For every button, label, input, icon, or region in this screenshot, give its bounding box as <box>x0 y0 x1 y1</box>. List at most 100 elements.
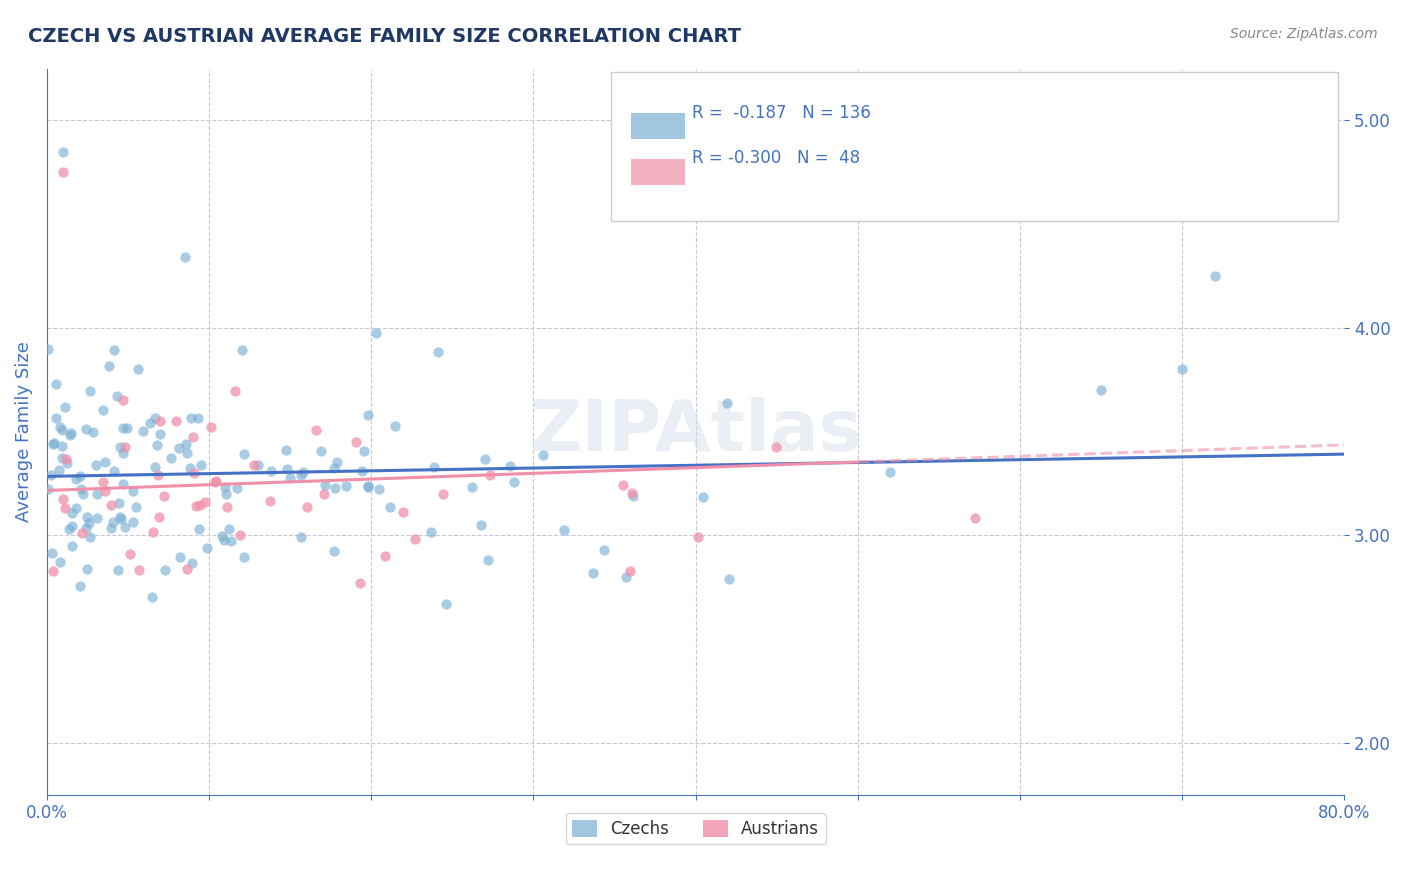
Point <box>112 446 135 460</box>
Point <box>122 483 145 498</box>
Point <box>103 464 125 478</box>
Point <box>79 384 101 398</box>
Point <box>188 522 211 536</box>
Point <box>60 506 83 520</box>
Point <box>86 511 108 525</box>
Point <box>166 414 188 428</box>
Point <box>215 487 238 501</box>
Point <box>42 436 65 450</box>
Point <box>312 487 335 501</box>
Point <box>621 489 644 503</box>
Point <box>142 524 165 539</box>
Point <box>357 408 380 422</box>
Point <box>111 393 134 408</box>
Point <box>42 564 65 578</box>
Point <box>217 500 239 515</box>
Point <box>174 437 197 451</box>
Point <box>58 428 80 442</box>
Point <box>112 420 135 434</box>
Point <box>107 388 129 402</box>
Point <box>928 176 950 190</box>
Point <box>79 516 101 530</box>
Point <box>37 482 59 496</box>
Point <box>155 563 177 577</box>
Point <box>614 570 637 584</box>
Point <box>141 590 163 604</box>
Point <box>110 512 132 526</box>
Point <box>138 417 160 431</box>
Point <box>384 419 406 434</box>
Point <box>51 450 73 465</box>
Point <box>97 359 120 374</box>
Point <box>52 145 75 159</box>
Point <box>214 480 236 494</box>
Point <box>146 438 169 452</box>
Text: R = -0.300   N =  48: R = -0.300 N = 48 <box>692 149 860 167</box>
Point <box>186 499 208 513</box>
Point <box>474 452 496 467</box>
Point <box>86 487 108 501</box>
Point <box>242 458 264 473</box>
Point <box>499 458 522 473</box>
Point <box>70 482 93 496</box>
Point <box>128 563 150 577</box>
Point <box>374 549 396 564</box>
Point <box>765 440 787 454</box>
Point <box>352 464 374 478</box>
Point <box>204 475 226 490</box>
Point <box>114 519 136 533</box>
Point <box>364 326 387 341</box>
Point <box>247 458 270 472</box>
Point <box>349 576 371 591</box>
Point <box>225 481 247 495</box>
Point <box>174 250 197 264</box>
Point <box>392 505 415 519</box>
Point <box>94 484 117 499</box>
Text: ZIPAtlas: ZIPAtlas <box>529 397 862 467</box>
Point <box>91 403 114 417</box>
Point <box>432 487 454 501</box>
Point <box>229 528 252 542</box>
Point <box>48 463 70 477</box>
Point <box>108 496 131 510</box>
Point <box>149 414 172 428</box>
Point <box>107 564 129 578</box>
Point <box>314 478 336 492</box>
Point <box>52 165 75 179</box>
Point <box>160 450 183 465</box>
Point <box>103 343 125 357</box>
Point <box>276 462 298 476</box>
Point <box>183 466 205 480</box>
FancyBboxPatch shape <box>612 72 1339 221</box>
Point <box>51 439 73 453</box>
Point <box>169 441 191 455</box>
Point <box>145 411 167 425</box>
Point <box>53 400 76 414</box>
Point <box>58 522 80 536</box>
Point <box>56 457 79 471</box>
Point <box>367 482 389 496</box>
Point <box>1090 383 1112 397</box>
Point <box>323 482 346 496</box>
Point <box>419 525 441 540</box>
Point <box>103 515 125 529</box>
Point <box>169 550 191 565</box>
Point <box>72 487 94 501</box>
Point <box>110 440 132 454</box>
Legend: Czechs, Austrians: Czechs, Austrians <box>565 813 825 845</box>
Point <box>53 501 76 516</box>
Point <box>356 480 378 494</box>
Point <box>478 467 501 482</box>
Point <box>290 467 312 482</box>
Point <box>195 541 218 556</box>
Point <box>965 511 987 525</box>
Point <box>212 533 235 547</box>
Point <box>335 479 357 493</box>
Point <box>309 443 332 458</box>
Point <box>76 509 98 524</box>
Point <box>76 562 98 576</box>
Point <box>179 460 201 475</box>
Point <box>211 529 233 543</box>
Point <box>259 493 281 508</box>
Point <box>1204 268 1226 283</box>
